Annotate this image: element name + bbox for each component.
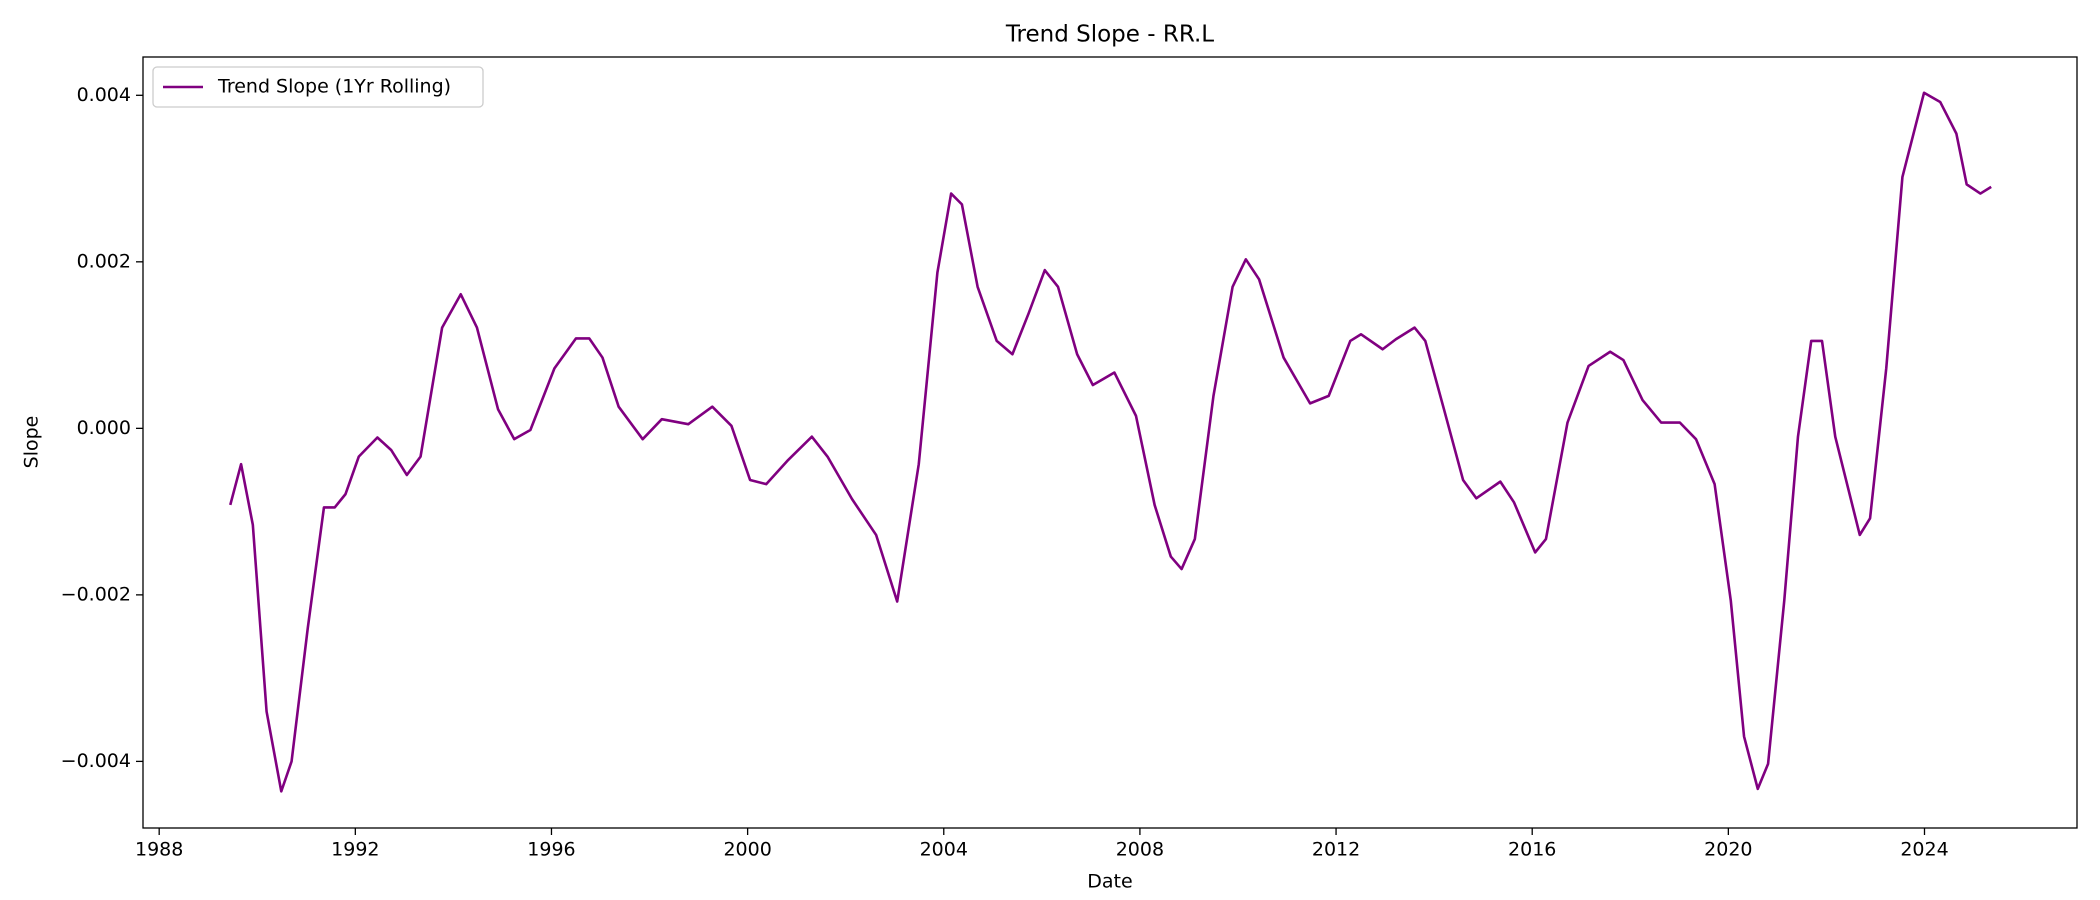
y-tick-label: 0.000 [77,417,131,439]
x-tick-label: 2020 [1704,839,1752,861]
y-axis-label: Slope [21,416,43,469]
y-tick-label: −0.002 [61,583,131,605]
x-tick-label: 1992 [331,839,379,861]
y-tick-label: −0.004 [61,750,131,772]
x-tick-label: 2000 [723,839,771,861]
line-series [229,91,1992,793]
chart-title: Trend Slope - RR.L [1005,22,1214,48]
x-axis-label: Date [1087,871,1132,893]
x-tick-label: 2004 [920,839,968,861]
legend-label: Trend Slope (1Yr Rolling) [217,76,451,98]
y-tick-label: 0.002 [77,250,131,272]
x-tick-label: 1996 [527,839,575,861]
y-tick-label: 0.004 [77,84,131,106]
x-tick-label: 2024 [1900,839,1948,861]
x-tick-label: 2012 [1312,839,1360,861]
x-tick-label: 2008 [1116,839,1164,861]
x-tick-label: 2016 [1508,839,1556,861]
legend-box [152,66,484,108]
plot-frame [142,56,2078,829]
x-tick-label: 1988 [135,839,183,861]
